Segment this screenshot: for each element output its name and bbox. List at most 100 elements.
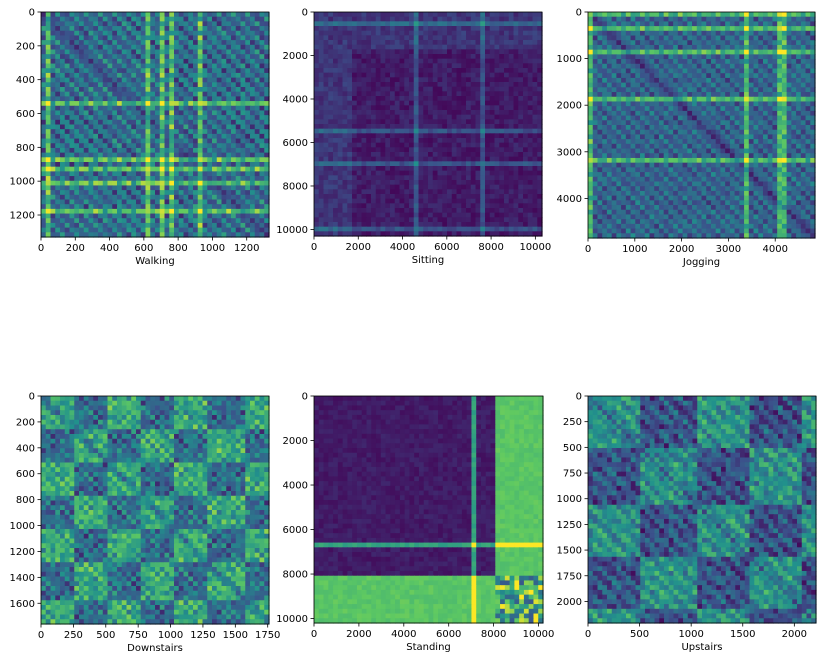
heatmap-cell [437,166,443,172]
heatmap-cell [423,189,429,195]
heatmap-cell [523,138,529,144]
heatmap-cell [178,115,185,121]
heatmap-cell [323,156,329,162]
heatmap-cell [621,40,627,46]
heatmap-cell [356,128,363,134]
heatmap-cell [532,156,538,162]
heatmap-cell [207,35,213,41]
heatmap-cell [64,194,71,201]
heatmap-cell [404,124,410,130]
heatmap-cell [451,96,458,102]
heatmap-cell [112,227,118,233]
heatmap-cell [183,96,189,102]
heatmap-cell [418,128,424,134]
heatmap-cell [117,40,123,46]
heatmap-cell [159,30,166,37]
heatmap-cell [337,133,344,139]
heatmap-cell [356,184,363,190]
heatmap-cell [537,166,543,172]
heatmap-cell [423,68,429,74]
heatmap-cell [527,40,534,46]
heatmap-cell [183,162,189,168]
heatmap-cell [212,30,218,37]
heatmap-cell [399,91,405,97]
heatmap-cell [41,157,47,163]
heatmap-cell [513,175,519,181]
heatmap-cell [183,115,189,121]
heatmap-cell [117,96,123,102]
heatmap-cell [318,44,325,50]
heatmap-cell [145,26,151,32]
heatmap-cell [404,180,410,186]
heatmap-cell [50,180,56,187]
heatmap-cell [131,54,137,60]
heatmap-cell [385,91,391,97]
heatmap-cell [366,26,372,32]
heatmap-cell [347,170,353,176]
heatmap-cell [318,54,325,60]
heatmap-cell [121,199,128,205]
heatmap-cell [188,101,194,107]
heatmap-cell [588,35,594,41]
heatmap-cell [328,189,334,195]
heatmap-cell [800,26,807,32]
heatmap-cell [131,49,137,55]
heatmap-cell [216,82,223,88]
heatmap-cell [399,26,405,32]
heatmap-cell [318,184,325,190]
heatmap-cell [480,54,486,60]
heatmap-cell [178,96,185,102]
heatmap-cell [155,129,161,135]
heatmap-cell [235,68,242,74]
heatmap-cell [451,124,458,130]
heatmap-cell [55,152,61,158]
heatmap-cell [216,124,223,130]
heatmap-cell [494,58,500,64]
heatmap-cell [762,40,769,46]
heatmap-cell [658,16,665,23]
heatmap-cell [375,26,382,32]
heatmap-cell [385,63,391,69]
heatmap-cell [202,176,208,182]
heatmap-cell [41,21,47,27]
heatmap-cell [635,16,641,23]
heatmap-cell [83,180,90,187]
heatmap-cell [413,222,420,228]
heatmap-cell [145,54,151,60]
heatmap-cell [361,212,367,218]
heatmap-cell [259,26,265,32]
heatmap-cell [475,152,481,158]
heatmap-cell [41,82,47,88]
heatmap-cell [352,175,358,181]
heatmap-cell [126,68,132,74]
heatmap-cell [235,26,242,32]
heatmap-cell [451,175,458,181]
heatmap-cell [513,114,519,120]
heatmap-cell [83,87,90,93]
heatmap-cell [428,170,434,176]
heatmap-cell [197,147,204,154]
heatmap-cell [45,110,52,116]
heatmap-cell [188,133,194,140]
heatmap-cell [145,30,151,37]
heatmap-cell [347,30,353,36]
heatmap-cell [264,101,270,107]
heatmap-cell [352,170,358,176]
heatmap-cell [437,152,443,158]
heatmap-cell [50,72,56,79]
heatmap-cell [169,119,175,126]
heatmap-cell [437,194,443,200]
heatmap-cell [264,208,270,215]
heatmap-cell [428,26,434,32]
heatmap-cell [64,133,71,140]
heatmap-cell [423,194,429,200]
heatmap-cell [361,161,367,167]
heatmap-cell [380,133,386,139]
heatmap-cell [375,16,382,22]
heatmap-cell [385,35,391,41]
heatmap-cell [314,161,320,167]
heatmap-cell [523,226,529,232]
heatmap-cell [635,21,641,27]
heatmap-cell [499,212,505,218]
heatmap-cell [140,44,147,51]
